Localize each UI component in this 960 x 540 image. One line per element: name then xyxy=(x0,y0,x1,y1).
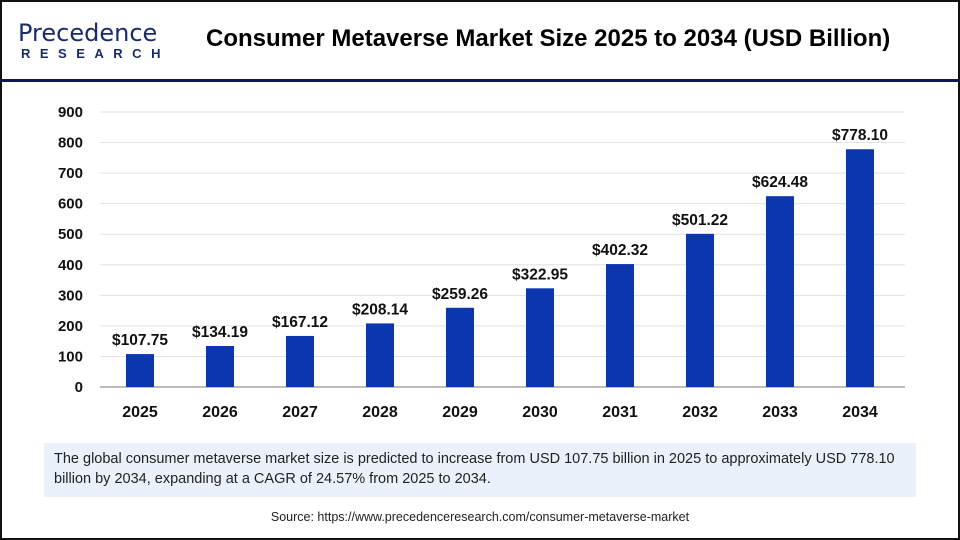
y-tick-label: 200 xyxy=(58,318,83,335)
x-tick-label: 2034 xyxy=(842,404,878,421)
y-tick-label: 700 xyxy=(58,165,83,182)
data-label: $624.48 xyxy=(752,174,808,191)
bar xyxy=(366,323,394,387)
data-label: $322.95 xyxy=(512,266,568,283)
data-label: $259.26 xyxy=(432,286,488,303)
summary-box: The global consumer metaverse market siz… xyxy=(44,443,916,497)
bar xyxy=(526,288,554,387)
data-label: $134.19 xyxy=(192,324,248,341)
y-tick-label: 0 xyxy=(75,379,83,396)
x-tick-label: 2025 xyxy=(122,404,158,421)
y-tick-label: 600 xyxy=(58,196,83,213)
data-label: $167.12 xyxy=(272,314,328,331)
bar xyxy=(446,307,474,387)
y-tick-label: 900 xyxy=(58,104,83,121)
logo-wordmark: Precedence xyxy=(18,19,158,47)
bar xyxy=(846,149,874,387)
bar xyxy=(766,196,794,387)
bar-chart: 0 100 200 300 400 500 600 700 800 900 $107.75 2025 $… xyxy=(58,104,905,421)
y-tick-label: 400 xyxy=(58,257,83,274)
x-tick-label: 2028 xyxy=(362,404,398,421)
page-title: Consumer Metaverse Market Size 2025 to 2… xyxy=(206,25,891,52)
x-tick-label: 2027 xyxy=(282,404,318,421)
bar xyxy=(206,345,234,387)
data-label: $107.75 xyxy=(112,332,168,349)
logo-subtitle: RESEARCH xyxy=(21,46,170,61)
bar xyxy=(606,264,634,387)
header-divider xyxy=(0,79,960,82)
data-label: $208.14 xyxy=(352,301,408,318)
x-tick-label: 2030 xyxy=(522,404,558,421)
logo: Precedence RESEARCH xyxy=(18,19,170,64)
data-label: $501.22 xyxy=(672,212,728,229)
y-tick-label: 500 xyxy=(58,226,83,243)
x-tick-label: 2033 xyxy=(762,404,798,421)
bar xyxy=(126,354,154,387)
data-label: $402.32 xyxy=(592,242,648,259)
data-label: $778.10 xyxy=(832,127,888,144)
x-tick-label: 2029 xyxy=(442,404,478,421)
y-tick-label: 800 xyxy=(58,135,83,152)
x-tick-label: 2032 xyxy=(682,404,718,421)
y-tick-label: 300 xyxy=(58,287,83,304)
source-text: Source: https://www.precedenceresearch.c… xyxy=(270,510,690,524)
bar xyxy=(686,233,714,387)
x-tick-label: 2026 xyxy=(202,404,238,421)
y-tick-label: 100 xyxy=(58,348,83,365)
bar xyxy=(286,335,314,387)
x-tick-label: 2031 xyxy=(602,404,638,421)
